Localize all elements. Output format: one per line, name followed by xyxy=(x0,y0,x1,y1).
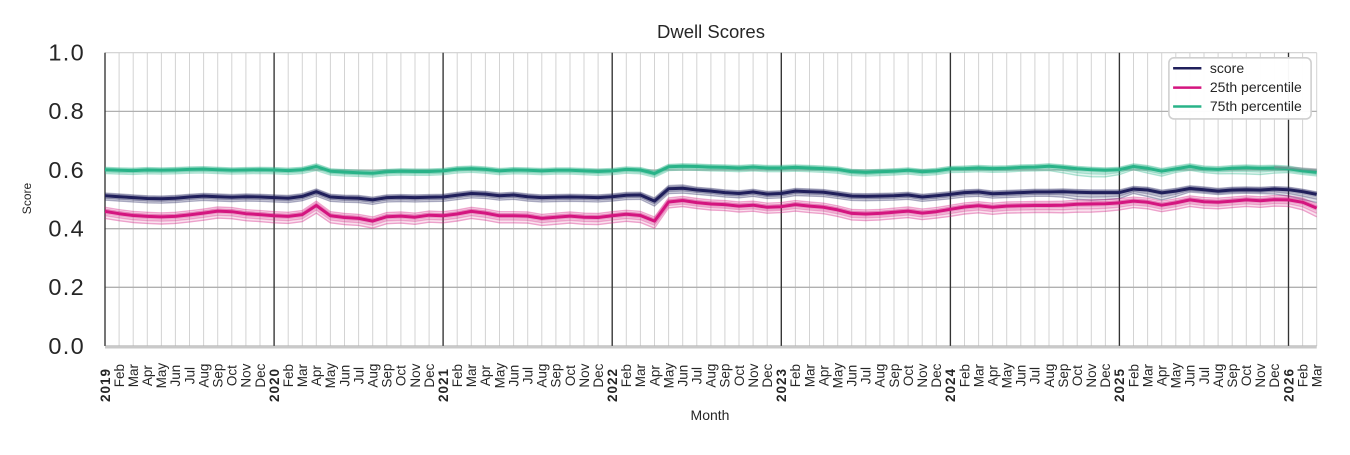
svg-text:Feb: Feb xyxy=(450,364,465,387)
svg-text:Mar: Mar xyxy=(295,363,310,387)
svg-text:2026: 2026 xyxy=(1281,368,1296,402)
svg-text:Oct: Oct xyxy=(1070,365,1085,386)
svg-text:Oct: Oct xyxy=(225,365,240,386)
svg-text:0.4: 0.4 xyxy=(48,216,85,242)
svg-text:Dec: Dec xyxy=(253,363,268,387)
svg-text:Month: Month xyxy=(691,407,730,423)
svg-text:Dwell Scores: Dwell Scores xyxy=(657,21,765,42)
svg-text:Jun: Jun xyxy=(337,365,352,387)
svg-text:Aug: Aug xyxy=(873,364,888,388)
svg-text:Jun: Jun xyxy=(168,365,183,387)
svg-text:Apr: Apr xyxy=(140,365,155,387)
svg-text:May: May xyxy=(831,363,846,389)
svg-text:Sep: Sep xyxy=(380,364,395,388)
svg-text:25th percentile: 25th percentile xyxy=(1210,79,1302,95)
svg-text:May: May xyxy=(323,363,338,389)
svg-text:Apr: Apr xyxy=(478,365,493,387)
svg-text:2021: 2021 xyxy=(436,368,451,402)
svg-text:Jul: Jul xyxy=(351,367,366,384)
svg-text:Dec: Dec xyxy=(591,363,606,387)
svg-text:Dec: Dec xyxy=(760,363,775,387)
svg-text:Nov: Nov xyxy=(408,363,423,387)
svg-text:score: score xyxy=(1210,60,1244,76)
svg-text:Mar: Mar xyxy=(971,363,986,387)
svg-text:Jun: Jun xyxy=(1183,365,1198,387)
svg-text:Sep: Sep xyxy=(887,364,902,388)
svg-text:Oct: Oct xyxy=(563,365,578,386)
svg-text:Jun: Jun xyxy=(506,365,521,387)
svg-text:Feb: Feb xyxy=(619,364,634,387)
svg-text:Sep: Sep xyxy=(549,364,564,388)
svg-text:Aug: Aug xyxy=(366,364,381,388)
svg-text:Feb: Feb xyxy=(281,364,296,387)
svg-text:1.0: 1.0 xyxy=(48,40,85,66)
svg-text:Mar: Mar xyxy=(1140,363,1155,387)
svg-text:Dec: Dec xyxy=(1267,363,1282,387)
svg-text:2024: 2024 xyxy=(943,368,958,402)
svg-text:Nov: Nov xyxy=(577,363,592,387)
svg-text:May: May xyxy=(1169,363,1184,389)
svg-text:Jul: Jul xyxy=(1028,367,1043,384)
svg-text:Aug: Aug xyxy=(704,364,719,388)
svg-text:Feb: Feb xyxy=(788,364,803,387)
svg-text:May: May xyxy=(661,363,676,389)
svg-text:0.2: 0.2 xyxy=(48,274,85,300)
svg-text:Nov: Nov xyxy=(1253,363,1268,387)
svg-text:Apr: Apr xyxy=(309,365,324,387)
svg-text:Mar: Mar xyxy=(633,363,648,387)
svg-text:Oct: Oct xyxy=(1239,365,1254,386)
svg-text:May: May xyxy=(154,363,169,389)
svg-text:Jun: Jun xyxy=(676,365,691,387)
svg-text:Jul: Jul xyxy=(1197,367,1212,384)
svg-text:Feb: Feb xyxy=(112,364,127,387)
svg-text:Aug: Aug xyxy=(535,364,550,388)
svg-text:Feb: Feb xyxy=(1295,364,1310,387)
svg-text:0.8: 0.8 xyxy=(48,98,85,124)
svg-text:Oct: Oct xyxy=(394,365,409,386)
svg-text:0.0: 0.0 xyxy=(48,333,85,359)
svg-text:Oct: Oct xyxy=(732,365,747,386)
svg-text:Aug: Aug xyxy=(1042,364,1057,388)
svg-text:2019: 2019 xyxy=(98,368,113,402)
svg-text:Apr: Apr xyxy=(816,365,831,387)
svg-text:Mar: Mar xyxy=(802,363,817,387)
svg-text:0.6: 0.6 xyxy=(48,157,85,183)
svg-text:Aug: Aug xyxy=(196,364,211,388)
svg-text:Jun: Jun xyxy=(1014,365,1029,387)
svg-text:Jul: Jul xyxy=(182,367,197,384)
svg-text:Mar: Mar xyxy=(1310,363,1325,387)
svg-text:Mar: Mar xyxy=(464,363,479,387)
svg-text:Apr: Apr xyxy=(647,365,662,387)
svg-text:May: May xyxy=(1000,363,1015,389)
svg-text:2025: 2025 xyxy=(1112,368,1127,402)
svg-text:75th percentile: 75th percentile xyxy=(1210,98,1302,114)
svg-text:Score: Score xyxy=(20,183,34,215)
svg-text:2022: 2022 xyxy=(605,368,620,402)
svg-text:Dec: Dec xyxy=(929,363,944,387)
svg-text:Oct: Oct xyxy=(901,365,916,386)
svg-text:2020: 2020 xyxy=(267,368,282,402)
svg-text:Jul: Jul xyxy=(690,367,705,384)
svg-text:Apr: Apr xyxy=(1155,365,1170,387)
svg-text:2023: 2023 xyxy=(774,368,789,402)
svg-text:May: May xyxy=(492,363,507,389)
svg-text:Mar: Mar xyxy=(126,363,141,387)
svg-text:Sep: Sep xyxy=(211,364,226,388)
svg-text:Feb: Feb xyxy=(1126,364,1141,387)
svg-text:Dec: Dec xyxy=(1098,363,1113,387)
svg-text:Jun: Jun xyxy=(845,365,860,387)
svg-text:Aug: Aug xyxy=(1211,364,1226,388)
svg-text:Jul: Jul xyxy=(521,367,536,384)
svg-text:Sep: Sep xyxy=(1056,364,1071,388)
svg-text:Feb: Feb xyxy=(957,364,972,387)
svg-text:Sep: Sep xyxy=(718,364,733,388)
svg-text:Nov: Nov xyxy=(239,363,254,387)
svg-text:Nov: Nov xyxy=(746,363,761,387)
svg-text:Apr: Apr xyxy=(985,365,1000,387)
svg-text:Nov: Nov xyxy=(1084,363,1099,387)
svg-text:Sep: Sep xyxy=(1225,364,1240,388)
svg-text:Jul: Jul xyxy=(859,367,874,384)
svg-text:Dec: Dec xyxy=(422,363,437,387)
svg-text:Nov: Nov xyxy=(915,363,930,387)
